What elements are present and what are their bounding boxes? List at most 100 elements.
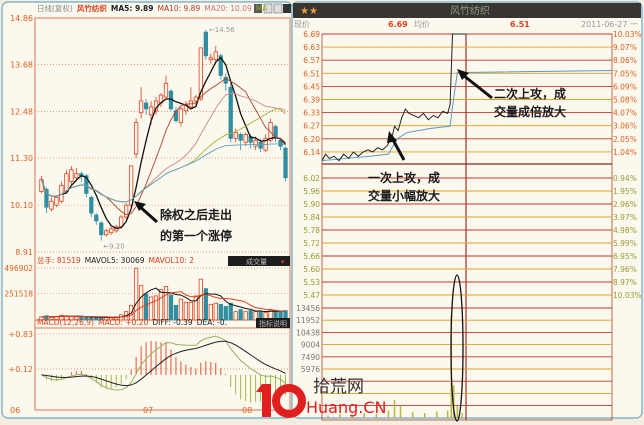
volume-indicator-dropdown[interactable]: 成交量 ▾ (228, 256, 290, 266)
candle-down (258, 141, 263, 149)
volume-bar (173, 304, 179, 321)
macd-tick-label: +0.12 (8, 365, 33, 374)
price-tick-label: 6.69 (303, 30, 320, 39)
volume-bar (228, 302, 233, 321)
volume-bar (143, 293, 149, 321)
candle-up (163, 82, 169, 98)
percent-tick-label: 10.03% (613, 291, 642, 300)
percent-tick-label: 3.06% (613, 122, 637, 131)
arrow-head (134, 201, 146, 211)
price-tick-label: 14.86 (10, 14, 33, 23)
volume-bar (183, 301, 189, 321)
volume-tick-label: 9004 (301, 341, 320, 350)
volume-tick-label: 496902 (4, 264, 33, 273)
macd-value: MACD: +0.20 (98, 318, 149, 327)
mavol10-value: MAVOL10: 2 (149, 256, 195, 265)
percent-tick-label: 5.99% (613, 239, 637, 248)
candle-up (104, 230, 109, 236)
annotation-line: 除权之后走出 (160, 207, 232, 222)
watermark-logo-digit-one-flag (256, 384, 262, 392)
diff-value: DIFF: -0.39 (152, 318, 193, 327)
volume-highlight-ellipse (450, 274, 464, 422)
indicator-help-button[interactable]: 指标说明 (256, 318, 290, 328)
price-line (321, 33, 466, 162)
candle-up (74, 173, 79, 179)
dea-value: DEA: -0. (197, 318, 227, 327)
price-tick-label: 6.14 (303, 148, 320, 157)
percent-tick-label: 8.06% (613, 56, 637, 65)
right-title: 风竹纺织 (450, 4, 490, 17)
candle-up (64, 173, 69, 192)
ma5-value: MA5: 9.89 (111, 4, 154, 13)
avg-label: 均价 (414, 19, 430, 29)
price-tick-label: 6.27 (303, 122, 320, 131)
price-tick-label: 8.91 (15, 248, 33, 257)
price-tick-label: 6.20 (303, 135, 320, 144)
toolbar-button[interactable] (263, 3, 273, 14)
volume-bar (203, 288, 208, 321)
price-label: 现价 (294, 20, 310, 29)
candle-down (273, 126, 278, 139)
volume-tick-label: 13456 (296, 304, 320, 313)
annotation-arrow (390, 137, 406, 161)
ma10-value: MA10: 9.89 (157, 4, 200, 13)
annotation-arrow (462, 73, 493, 100)
percent-tick-label: 0.94% (613, 174, 637, 183)
candle-up (193, 96, 199, 102)
right-panel (291, 1, 643, 419)
current-price: 6.69 (388, 20, 408, 29)
candle-up (198, 47, 203, 100)
watermark-logo-gear-icon (272, 384, 306, 418)
macd-params: MACD(12,26,9) (37, 318, 94, 327)
volume-bar (213, 302, 218, 321)
volume-bar (218, 303, 223, 321)
volume-tick-label: 11952 (296, 316, 320, 325)
ma5-line (40, 56, 287, 230)
volume-bar (158, 289, 164, 321)
volume-bar (253, 311, 258, 321)
watermark-logo-digit-one (262, 384, 271, 417)
date-tick-label: 07 (143, 406, 153, 415)
period-label: 日线(复权) (37, 3, 73, 13)
annotation-line: 交量成倍放大 (494, 104, 566, 119)
chevron-down-icon: ▾ (281, 258, 285, 266)
right-title-bar (293, 3, 641, 18)
percent-tick-label: 5.08% (613, 96, 637, 105)
volume-bar (178, 298, 184, 321)
percent-tick-label: 3.97% (613, 213, 637, 222)
volume-bar (49, 316, 54, 321)
toolbar-button[interactable] (273, 3, 283, 14)
price-tick-label: 5.53 (303, 278, 320, 287)
candle-up (233, 132, 238, 139)
watermark-site: Huang.CN (306, 398, 387, 417)
close-button[interactable] (283, 4, 291, 13)
percent-tick-label: 7.05% (613, 69, 637, 78)
candle-up (54, 196, 59, 206)
candle-up (138, 100, 144, 114)
volume-bar (193, 295, 199, 321)
volume-bar (133, 267, 139, 321)
candle-up (109, 228, 114, 234)
diff-line (41, 335, 286, 391)
low-price-label: ←9.20 (103, 243, 124, 251)
price-tick-label: 10.10 (10, 201, 33, 210)
percent-tick-label: 1.04% (613, 148, 637, 157)
price-tick-label: 5.78 (303, 226, 320, 235)
candle-down (278, 139, 283, 147)
toolbar-button[interactable] (254, 4, 262, 13)
candle-up (243, 134, 248, 143)
dropdown-label: 成交量 (246, 257, 267, 266)
candle-down (203, 31, 208, 57)
candle-up (148, 106, 154, 116)
price-tick-label: 5.84 (303, 213, 320, 222)
price-tick-label: 6.45 (303, 82, 320, 91)
candle-down (84, 175, 89, 194)
volume-total: 总手: 81519 (37, 255, 81, 265)
date-tick-label: 08 (242, 406, 252, 415)
volume-bar (188, 301, 194, 321)
ma-more-value: MA (256, 4, 268, 13)
arrow-head (457, 69, 469, 80)
percent-tick-label: 1.95% (613, 187, 637, 196)
price-tick-label: 5.66 (303, 252, 320, 261)
trade-date: 2011-06-27 一 (581, 20, 638, 29)
